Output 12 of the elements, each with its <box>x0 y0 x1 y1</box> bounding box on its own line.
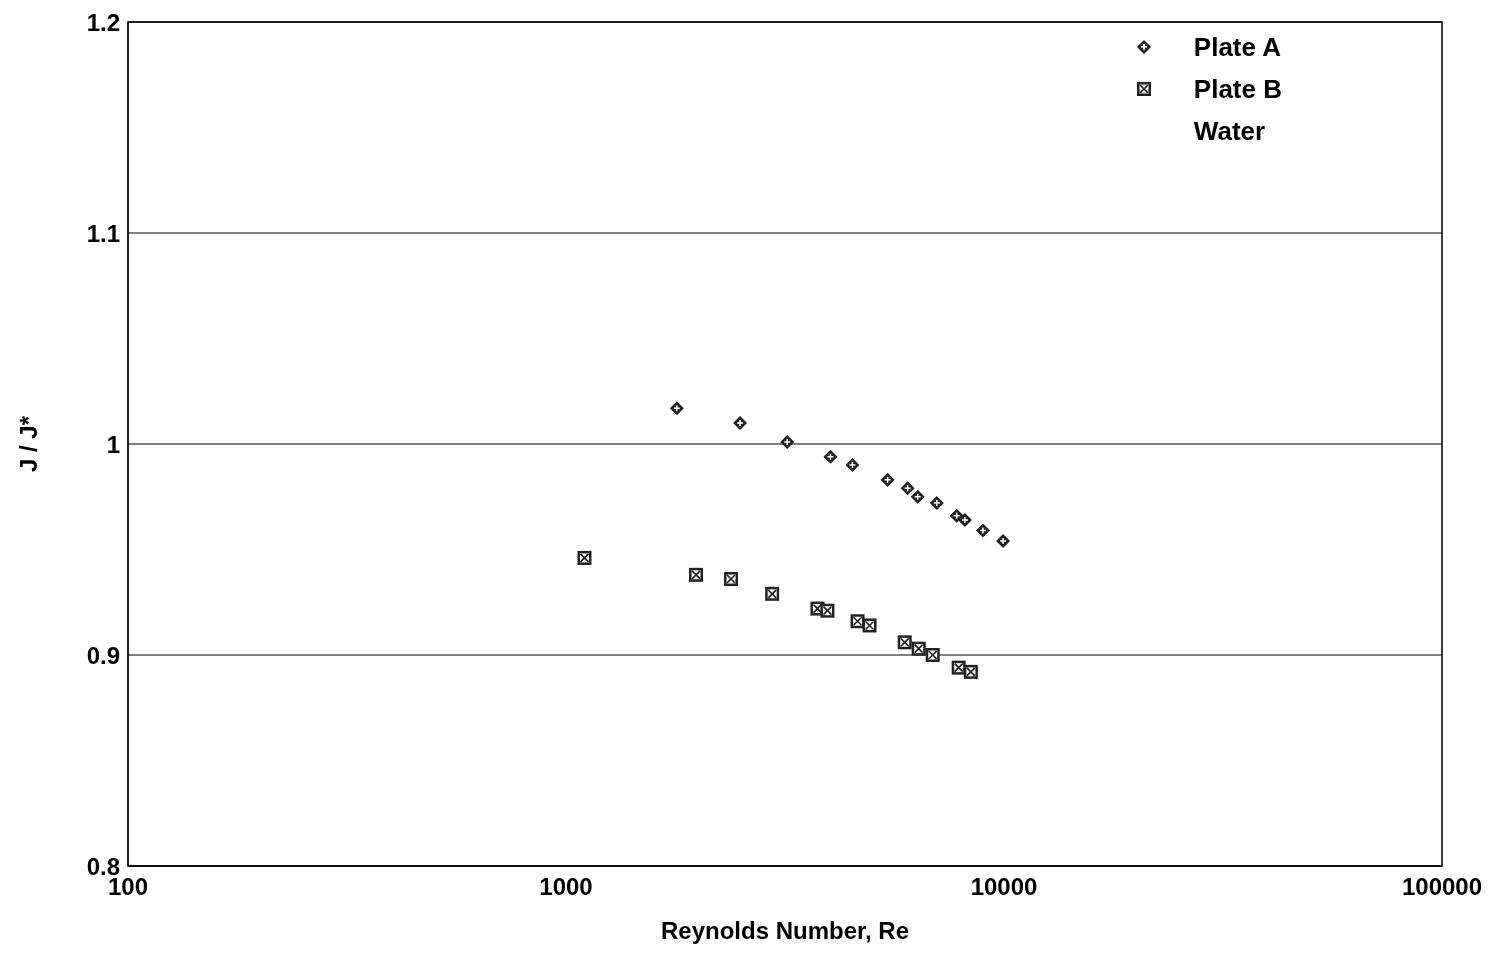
x-tick-label: 10000 <box>970 873 1038 901</box>
legend-label: Water <box>1193 115 1266 147</box>
x-tick-label: 1000 <box>539 873 593 901</box>
x-tick-label: 100000 <box>1401 873 1483 901</box>
y-axis-title: J / J* <box>14 415 42 473</box>
y-tick-label: 1.1 <box>86 219 120 247</box>
y-tick-label: 0.9 <box>86 641 120 669</box>
y-tick-label: 1 <box>106 430 120 458</box>
y-tick-label: 1.2 <box>86 8 120 36</box>
legend-label: Plate B <box>1193 73 1282 105</box>
x-axis-title: Reynolds Number, Re <box>660 917 910 944</box>
legend-label: Plate A <box>1193 31 1282 63</box>
